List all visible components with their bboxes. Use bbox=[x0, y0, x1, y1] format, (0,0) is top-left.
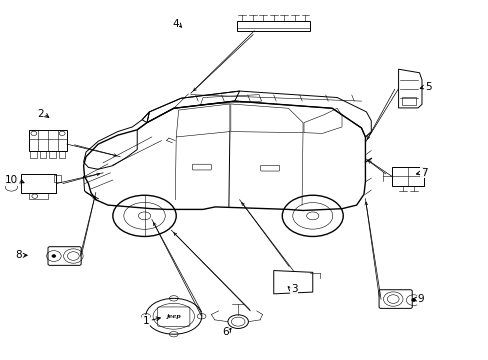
Text: 4: 4 bbox=[172, 19, 178, 29]
Circle shape bbox=[411, 299, 415, 302]
Text: 3: 3 bbox=[290, 284, 297, 294]
Text: 5: 5 bbox=[424, 82, 430, 92]
Circle shape bbox=[52, 255, 56, 257]
Text: 1: 1 bbox=[142, 316, 149, 325]
Text: 10: 10 bbox=[4, 175, 18, 185]
Text: 6: 6 bbox=[222, 327, 228, 337]
Text: 8: 8 bbox=[15, 250, 21, 260]
Text: 7: 7 bbox=[420, 168, 427, 178]
Text: 9: 9 bbox=[417, 294, 424, 304]
Text: jeep: jeep bbox=[166, 314, 181, 319]
Text: 2: 2 bbox=[37, 109, 43, 119]
